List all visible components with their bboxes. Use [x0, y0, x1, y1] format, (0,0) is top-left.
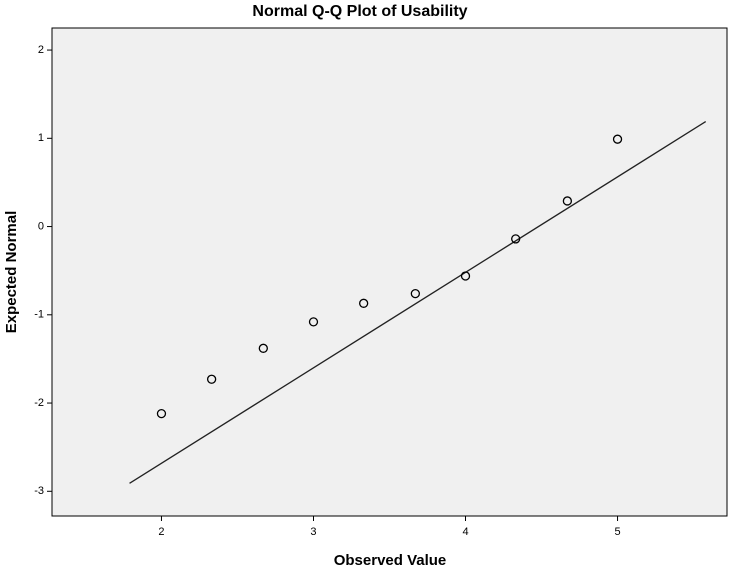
y-tick-label: 2	[38, 44, 44, 56]
y-tick-label: -3	[34, 485, 44, 497]
point	[612, 134, 623, 144]
chart-title: Normal Q-Q Plot of Usability	[252, 3, 467, 20]
plot-area	[51, 27, 728, 517]
point	[308, 317, 319, 327]
point	[562, 196, 573, 206]
x-tick-label: 3	[310, 526, 316, 538]
point	[206, 374, 217, 384]
y-tick-label: -2	[34, 397, 44, 409]
y-axis-label: Expected Normal	[3, 211, 20, 334]
x-axis-label: Observed Value	[334, 552, 447, 569]
y-tick-label: -1	[34, 309, 44, 321]
point	[460, 271, 471, 281]
point	[511, 234, 521, 244]
point	[410, 288, 420, 299]
reference-line	[129, 120, 707, 484]
x-tick-label: 2	[158, 526, 164, 538]
point	[258, 343, 268, 353]
x-tick-label: 5	[614, 526, 620, 538]
point	[359, 298, 369, 308]
y-tick-label: 1	[38, 132, 44, 144]
point	[156, 408, 167, 419]
x-tick-label: 4	[462, 526, 468, 538]
y-tick-label: 0	[38, 220, 44, 232]
